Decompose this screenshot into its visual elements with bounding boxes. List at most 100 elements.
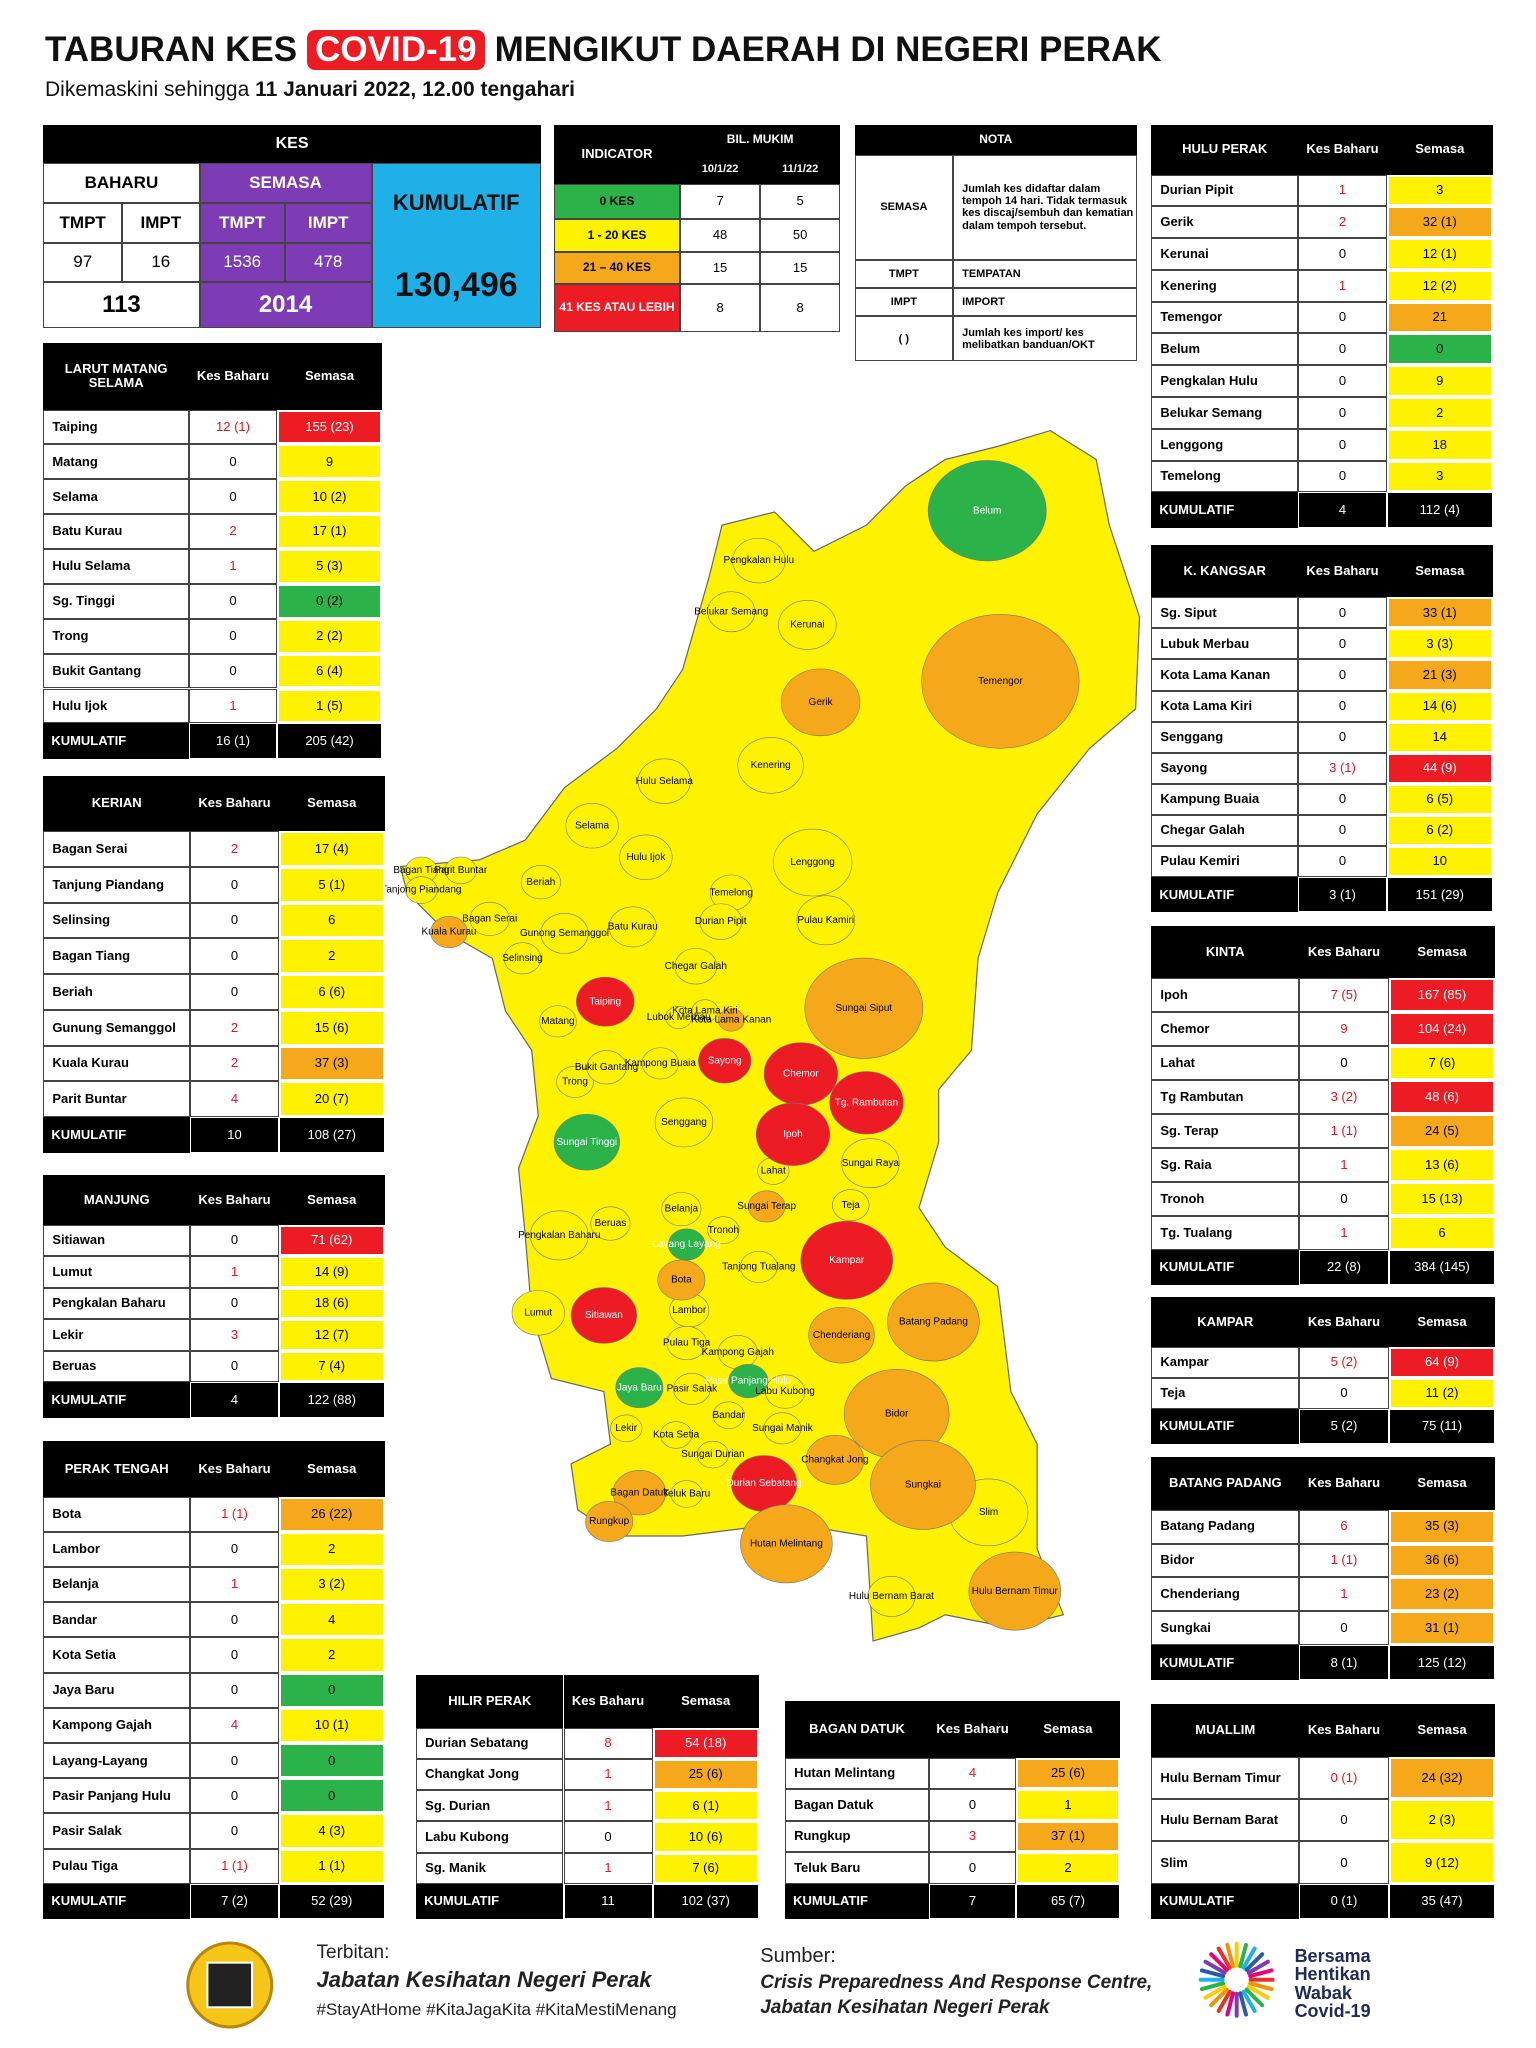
region-area (430, 916, 468, 949)
region-area (405, 876, 438, 904)
row-semasa: 0 (278, 1672, 385, 1708)
total-semasa: 151 (29) (1386, 876, 1493, 913)
semasa-header: SEMASA (199, 162, 372, 204)
logo-ray (1225, 1942, 1236, 1969)
region-label: Hutan Melintang (750, 1539, 823, 1550)
region-area (641, 1047, 680, 1080)
row-semasa: 7 (6) (652, 1852, 759, 1884)
row-baharu: 0 (1298, 659, 1387, 691)
table-title: PERAK TENGAH (43, 1441, 191, 1497)
row-semasa: 3 (3) (1386, 628, 1493, 660)
row-semasa: 25 (6) (652, 1758, 759, 1791)
region-area (590, 1206, 631, 1241)
row-semasa: 36 (6) (1388, 1543, 1496, 1578)
row-semasa: 37 (3) (278, 1045, 385, 1082)
row-baharu: 0 (1298, 238, 1387, 270)
col-header: Kes Baharu (1298, 124, 1387, 175)
total-baharu: 7 (2) (190, 1883, 279, 1920)
region-area (698, 1038, 752, 1084)
region-label: Lubok Merbau (647, 1012, 711, 1023)
logo-ray (1199, 1981, 1226, 1992)
region-area (808, 1306, 875, 1364)
row-semasa: 10 (1386, 845, 1493, 877)
region-label: Pulau Kamiri (797, 915, 854, 926)
region-area (829, 1071, 904, 1135)
table-title: BATANG PADANG (1151, 1457, 1300, 1510)
row-baharu: 9 (1299, 1012, 1389, 1046)
row-baharu: 0 (190, 1743, 279, 1779)
row-semasa: 37 (1) (1016, 1820, 1120, 1853)
region-area (780, 668, 861, 737)
region-label: Bagan Serai (462, 914, 517, 925)
title-highlight: COVID-19 (307, 30, 485, 70)
region-label: Sungai Terap (737, 1201, 796, 1212)
col-header: Semasa (277, 342, 383, 410)
region-label: Chegar Galah (665, 961, 727, 972)
row-baharu: 1 (1) (190, 1496, 279, 1532)
row-semasa: 10 (6) (652, 1821, 759, 1853)
logo-ray (1244, 1987, 1265, 2008)
row-semasa: 2 (3) (1388, 1799, 1496, 1842)
region-label: Hulu Selama (636, 776, 694, 787)
row-name: Kota Lama Kanan (1151, 659, 1299, 691)
table-title: MANJUNG (43, 1174, 191, 1225)
row-semasa: 104 (24) (1388, 1012, 1496, 1046)
row-baharu: 2 (190, 831, 279, 867)
row-name: Gerik (1151, 206, 1299, 239)
region-label: Kota Setia (653, 1430, 700, 1441)
row-name: Chegar Galah (1151, 814, 1299, 846)
logo-ray (1199, 1968, 1226, 1979)
total-baharu: 4 (190, 1382, 279, 1418)
row-baharu: 1 (188, 688, 278, 724)
region-area (763, 1412, 802, 1445)
region-area (800, 1220, 894, 1300)
region-area (887, 1282, 980, 1362)
row-baharu: 1 (1298, 269, 1387, 302)
region-label: Kota Lama Kiri (672, 1006, 738, 1017)
region-area (586, 1050, 627, 1085)
row-semasa: 0 (278, 1743, 385, 1779)
col-header: Kes Baharu (190, 1441, 279, 1497)
logo-ray (1241, 1989, 1257, 2013)
row-name: Belanja (43, 1567, 191, 1603)
region-label: Taiping (589, 996, 621, 1007)
region-label: Lekir (615, 1423, 637, 1434)
row-name: Sg. Durian (416, 1790, 564, 1822)
indicator-label: 1 - 20 KES (554, 219, 681, 253)
region-label: Ipoh (783, 1129, 802, 1140)
region-area (673, 1373, 711, 1405)
row-name: Sayong (1151, 752, 1299, 784)
semasa-total: 2014 (199, 282, 372, 329)
row-baharu: 0 (1298, 721, 1387, 753)
row-semasa: 9 (277, 444, 383, 480)
row-baharu: 0 (1298, 301, 1387, 334)
region-area (968, 1551, 1062, 1631)
row-name: Hulu Bernam Barat (1151, 1799, 1300, 1842)
row-baharu: 1 (1) (1299, 1543, 1389, 1578)
indicator-value: 7 (680, 183, 761, 220)
region-label: Tanjong Piandang (381, 885, 461, 896)
row-semasa: 23 (2) (1388, 1577, 1496, 1612)
row-semasa: 4 (278, 1602, 385, 1638)
region-label: Jaya Baru (617, 1382, 662, 1393)
kumulatif-panel (371, 162, 541, 329)
row-name: Durian Pipit (1151, 174, 1299, 207)
logo-ray (1246, 1959, 1270, 1975)
row-baharu: 1 (1) (190, 1848, 279, 1884)
col-header: Kes Baharu (1299, 1457, 1389, 1510)
row-baharu: 2 (188, 514, 278, 550)
total-baharu: 3 (1) (1298, 876, 1387, 913)
row-name: Lenggong (1151, 428, 1299, 461)
row-semasa: 18 (6) (278, 1287, 385, 1320)
total-semasa: 75 (11) (1388, 1408, 1496, 1445)
region-label: Layang Layang (652, 1239, 720, 1250)
row-name: Tg. Tualang (1151, 1215, 1300, 1250)
row-baharu: 1 (1) (1299, 1113, 1389, 1148)
row-name: Hulu Ijok (43, 688, 189, 724)
row-baharu: 5 (2) (1299, 1346, 1389, 1378)
baharu-header: BAHARU (43, 162, 200, 204)
indicator-value: 15 (760, 252, 841, 284)
row-name: Kota Lama Kiri (1151, 690, 1299, 722)
region-label: Kota Lama Kanan (691, 1015, 771, 1026)
